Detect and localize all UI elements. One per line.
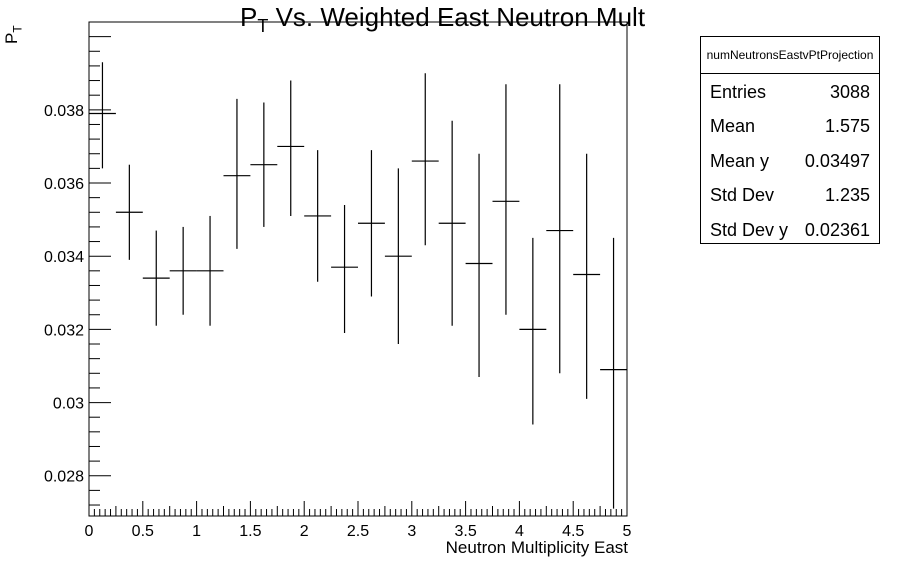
y-tick-label: 0.032	[44, 322, 84, 339]
stats-row-mean: Mean 1.575	[710, 116, 870, 137]
y-tick-label: 0.036	[44, 176, 84, 193]
data-point	[519, 237, 547, 425]
y-tick-label: 0.028	[44, 469, 84, 486]
x-tick-label: 3	[407, 523, 416, 540]
y-axis-label: PT	[2, 25, 25, 44]
data-point	[358, 150, 385, 297]
x-tick-label: 2.5	[347, 523, 369, 540]
x-tick-label: 0	[85, 523, 94, 540]
x-tick-label: 3.5	[454, 523, 476, 540]
x-tick-label: 1	[192, 523, 201, 540]
data-point	[196, 215, 224, 326]
x-tick-label: 4	[515, 523, 524, 540]
data-point	[223, 98, 251, 249]
stats-row-std-dev-y: Std Dev y 0.02361	[710, 219, 870, 240]
data-point	[438, 120, 466, 326]
y-tick-label: 0.038	[44, 103, 84, 120]
x-tick-label: 4.5	[562, 523, 584, 540]
data-point	[492, 84, 520, 315]
data-point	[89, 62, 116, 169]
data-point	[169, 226, 197, 315]
stats-box-name: numNeutronsEastvPtProjection	[701, 37, 879, 74]
x-tick-label: 1.5	[239, 523, 261, 540]
data-point	[277, 80, 305, 216]
stats-row-entries: Entries 3088	[710, 82, 870, 102]
stats-row-mean-y: Mean y 0.03497	[710, 150, 870, 171]
x-tick-label: 2	[300, 523, 309, 540]
data-point	[573, 153, 601, 399]
data-point	[331, 204, 358, 334]
data-point	[465, 153, 493, 377]
stats-row-std-dev: Std Dev 1.235	[710, 185, 870, 206]
x-axis-label: Neutron Multiplicity East	[445, 538, 628, 557]
data-point	[250, 102, 278, 227]
data-point	[600, 237, 627, 509]
data-point	[384, 168, 412, 345]
stats-box: numNeutronsEastvPtProjection Entries 308…	[700, 36, 880, 244]
data-point	[115, 164, 143, 260]
data-point	[546, 84, 574, 374]
data-point	[411, 73, 439, 246]
y-tick-label: 0.03	[53, 396, 84, 413]
chart-title: PT Vs. Weighted East Neutron Mult	[240, 2, 646, 36]
x-tick-label: 0.5	[132, 523, 154, 540]
plot-frame	[88, 21, 628, 517]
data-point	[304, 150, 332, 282]
x-tick-label: 5	[623, 523, 632, 540]
data-point	[142, 230, 170, 326]
y-tick-label: 0.034	[44, 249, 84, 266]
